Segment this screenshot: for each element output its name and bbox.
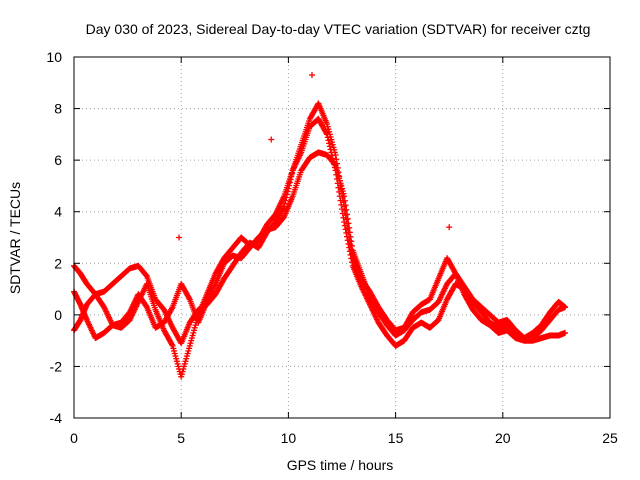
data-point-track-c bbox=[347, 233, 354, 240]
y-tick-label: 10 bbox=[46, 49, 62, 65]
data-point-track-b bbox=[328, 149, 335, 156]
data-point-extreme bbox=[446, 224, 453, 231]
data-point-track-c bbox=[561, 304, 568, 311]
x-tick-label: 15 bbox=[388, 430, 404, 446]
y-tick-label: 8 bbox=[54, 101, 62, 117]
plot-frame bbox=[73, 56, 611, 419]
data-point-track-b bbox=[344, 237, 351, 244]
x-tick-label: 25 bbox=[602, 430, 618, 446]
axis-ticks: 0 5 10 15 20 25 -4 -2 0 2 4 6 8 10 bbox=[46, 49, 618, 446]
data-point-track-b bbox=[349, 259, 356, 266]
data-point-extreme bbox=[268, 136, 275, 143]
data-point-track-c bbox=[343, 206, 350, 213]
x-tick-label: 20 bbox=[495, 430, 511, 446]
data-point-track-b bbox=[342, 226, 349, 233]
data-point-track-b bbox=[561, 329, 568, 336]
data-point-track-b bbox=[168, 341, 175, 348]
data-point-track-b bbox=[323, 131, 330, 138]
chart-title: Day 030 of 2023, Sidereal Day-to-day VTE… bbox=[86, 21, 591, 37]
x-axis-label: GPS time / hours bbox=[287, 457, 394, 473]
data-point-track-c bbox=[346, 229, 353, 236]
data-point-track-b bbox=[341, 219, 348, 226]
y-tick-label: 6 bbox=[54, 152, 62, 168]
data-point-track-c bbox=[341, 193, 348, 200]
grid bbox=[74, 57, 610, 418]
y-tick-label: -4 bbox=[50, 410, 63, 426]
data-point-track-c bbox=[344, 215, 351, 222]
x-tick-label: 5 bbox=[177, 430, 185, 446]
data-point-track-b bbox=[324, 134, 331, 141]
data-point-track-c bbox=[348, 238, 355, 245]
data-point-track-c bbox=[344, 211, 351, 218]
data-point-track-c bbox=[331, 161, 338, 168]
data-point-track-b bbox=[336, 188, 343, 195]
data-point-track-b bbox=[327, 146, 334, 153]
data-point-track-b bbox=[326, 143, 333, 150]
data-point-track-b bbox=[340, 214, 347, 221]
x-tick-label: 10 bbox=[281, 430, 297, 446]
data-point-track-c bbox=[349, 242, 356, 249]
data-point-track-c bbox=[168, 305, 175, 312]
data-point-track-b bbox=[326, 140, 333, 147]
y-tick-label: 0 bbox=[54, 307, 62, 323]
data-points bbox=[71, 72, 568, 380]
data-point-track-b bbox=[339, 210, 346, 217]
y-tick-label: 4 bbox=[54, 204, 62, 220]
data-point-track-c bbox=[342, 202, 349, 209]
data-point-track-c bbox=[341, 197, 348, 204]
data-point-extreme bbox=[176, 234, 183, 241]
data-point-track-b bbox=[325, 137, 332, 144]
y-tick-label: 2 bbox=[54, 255, 62, 271]
data-point-track-c bbox=[186, 295, 193, 302]
data-point-track-b bbox=[346, 248, 353, 255]
x-tick-label: 0 bbox=[70, 430, 78, 446]
data-point-track-c bbox=[345, 220, 352, 227]
data-point-track-b bbox=[341, 222, 348, 229]
data-point-extreme bbox=[308, 72, 315, 79]
y-tick-label: -2 bbox=[50, 358, 63, 374]
data-point-track-b bbox=[323, 130, 330, 137]
y-axis-label: SDTVAR / TECUs bbox=[7, 182, 23, 294]
data-point-track-c bbox=[346, 224, 353, 231]
